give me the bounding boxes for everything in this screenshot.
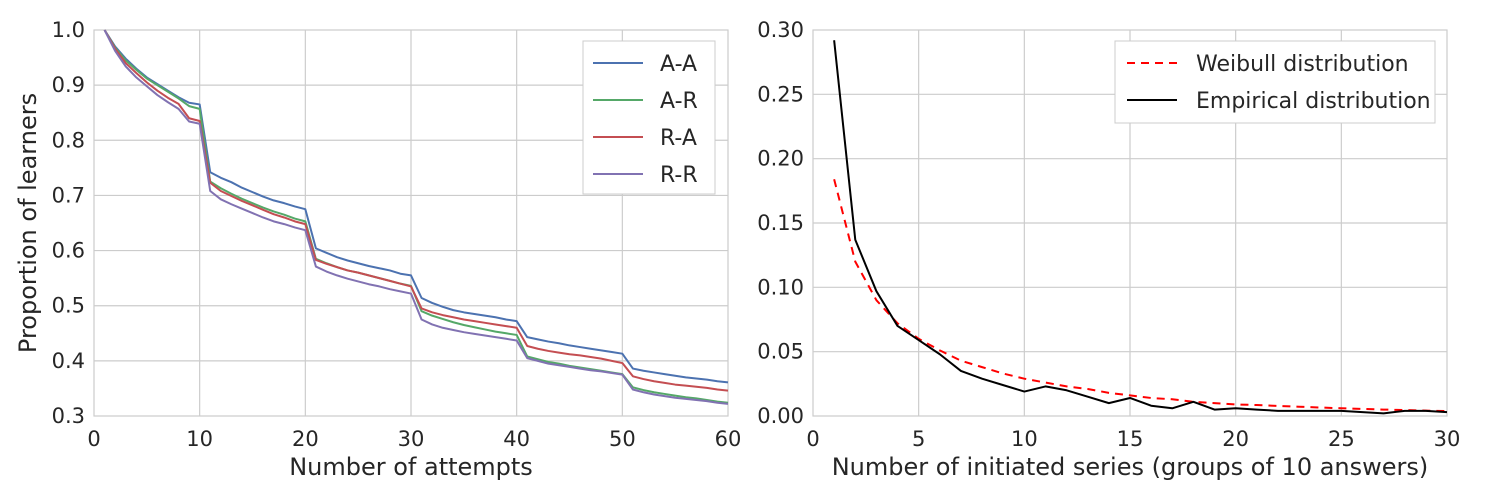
y-tick-label: 0.4 [52, 349, 85, 373]
y-tick-label: 0.20 [757, 147, 804, 171]
legend-label: R-A [660, 126, 697, 151]
y-tick-label: 0.7 [52, 183, 85, 207]
series-legend: Weibull distribution Empirical distributi… [1115, 41, 1435, 123]
x-tick-label: 25 [1328, 427, 1355, 451]
y-tick-label: 0.8 [52, 128, 85, 152]
y-tick-label: 0.5 [52, 294, 85, 318]
attempts-chart: 0 10 20 30 40 50 60 0.3 0.4 0.5 0.6 0.7 0.8 0.9 1.0 N… [14, 18, 741, 481]
series-x-axis-label: Number of initiated series (groups of 10… [832, 453, 1429, 481]
y-tick-label: 1.0 [52, 18, 85, 42]
x-tick-label: 30 [398, 427, 425, 451]
x-tick-label: 10 [186, 427, 213, 451]
x-tick-label: 40 [503, 427, 530, 451]
x-tick-label: 0 [806, 427, 819, 451]
y-tick-label: 0.9 [52, 73, 85, 97]
y-tick-label: 0.3 [52, 404, 85, 428]
y-tick-label: 0.15 [757, 211, 804, 235]
y-tick-label: 0.00 [757, 404, 804, 428]
x-tick-label: 20 [292, 427, 319, 451]
x-tick-label: 10 [1011, 427, 1038, 451]
y-tick-label: 0.25 [757, 82, 804, 106]
x-tick-label: 15 [1117, 427, 1144, 451]
y-tick-label: 0.05 [757, 340, 804, 364]
x-tick-label: 60 [715, 427, 742, 451]
legend-label: R-R [660, 163, 698, 188]
x-tick-label: 5 [912, 427, 925, 451]
series-chart: 0 5 10 15 20 25 30 0.00 0.05 0.10 0.15 0.20 0.25 0.3… [757, 18, 1460, 481]
y-tick-label: 0.10 [757, 275, 804, 299]
x-tick-label: 30 [1434, 427, 1461, 451]
y-tick-label: 0.6 [52, 239, 85, 263]
legend-label: A-R [660, 89, 698, 114]
legend-label: Empirical distribution [1196, 89, 1431, 114]
y-tick-label: 0.30 [757, 18, 804, 42]
x-tick-label: 20 [1222, 427, 1249, 451]
x-tick-label: 50 [609, 427, 636, 451]
legend-label: A-A [660, 52, 697, 77]
x-tick-label: 0 [87, 427, 100, 451]
attempts-legend: A-A A-R R-A R-R [583, 41, 715, 194]
legend-label: Weibull distribution [1196, 52, 1409, 77]
attempts-x-axis-label: Number of attempts [289, 453, 533, 481]
attempts-y-axis-label: Proportion of learners [14, 93, 42, 353]
